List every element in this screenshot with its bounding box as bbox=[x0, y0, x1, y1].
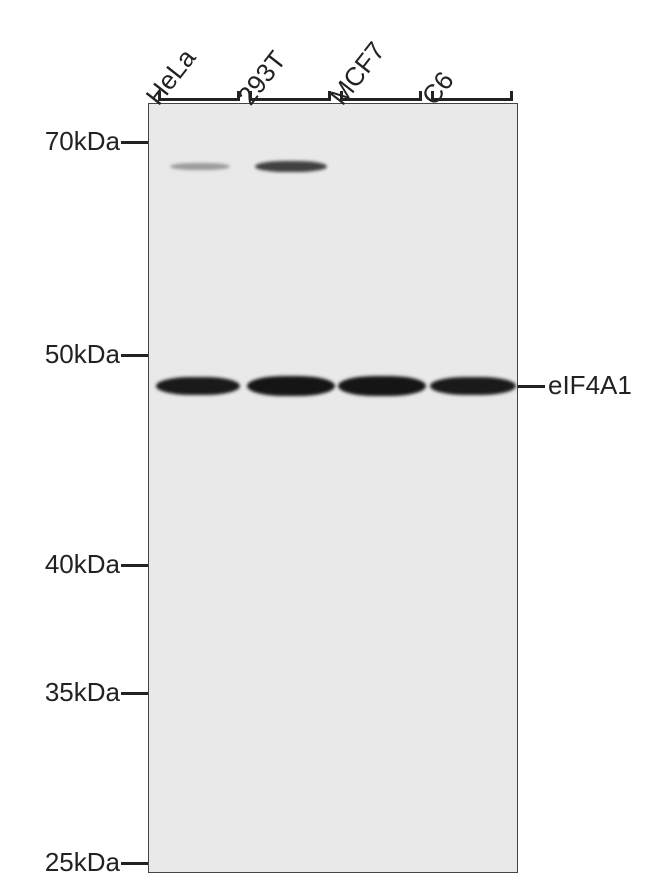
protein-band bbox=[338, 376, 426, 396]
blot-membrane bbox=[148, 103, 518, 873]
mw-tick bbox=[121, 354, 148, 357]
protein-band bbox=[247, 376, 335, 396]
western-blot-figure: 70kDa kDa 50kDa kDa 40kDa kDa 35kDa kDa … bbox=[0, 0, 650, 892]
mw-tick bbox=[121, 862, 148, 865]
mw-label: 50kDa bbox=[0, 339, 120, 370]
lane-label: 293T bbox=[232, 45, 293, 111]
target-label: eIF4A1 bbox=[548, 370, 632, 401]
protein-band bbox=[430, 377, 516, 395]
mw-tick bbox=[121, 564, 148, 567]
lane-underline bbox=[158, 98, 240, 101]
mw-label: 70kDa bbox=[0, 126, 120, 157]
mw-tick bbox=[121, 141, 148, 144]
target-tick bbox=[518, 385, 545, 388]
mw-tick bbox=[121, 692, 148, 695]
protein-band bbox=[255, 161, 327, 172]
lane-underline bbox=[431, 98, 513, 101]
mw-label: 40kDa bbox=[0, 549, 120, 580]
mw-label: 35kDa bbox=[0, 677, 120, 708]
mw-label: 25kDa bbox=[0, 847, 120, 878]
protein-band bbox=[170, 163, 230, 170]
lane-underline bbox=[249, 98, 331, 101]
lane-underline bbox=[340, 98, 422, 101]
protein-band bbox=[156, 377, 240, 395]
